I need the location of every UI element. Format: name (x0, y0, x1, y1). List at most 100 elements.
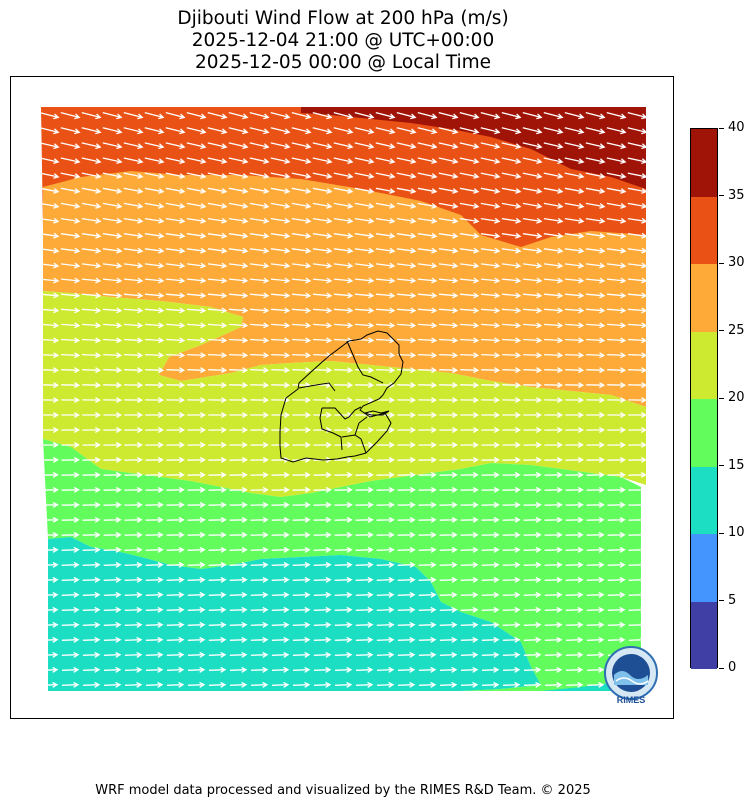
wind-arrow (166, 337, 186, 344)
wind-arrow (186, 262, 207, 269)
wind-arrow (354, 202, 375, 209)
wind-arrow (313, 606, 332, 613)
wind-arrow (439, 546, 458, 553)
wind-arrow (480, 111, 501, 120)
wind-arrow (397, 322, 417, 329)
wind-arrow (628, 576, 647, 583)
wind-arrow (61, 412, 81, 418)
wind-arrow (418, 322, 438, 329)
wind-arrow (502, 486, 521, 493)
wind-arrow (418, 397, 438, 403)
utc-time: 2025-12-04 21:00 @ UTC+00:00 (191, 30, 495, 51)
wind-arrow (606, 307, 627, 314)
wind-arrow (627, 172, 648, 179)
wind-arrow (60, 127, 81, 135)
wind-arrow (123, 277, 144, 284)
wind-arrow (376, 531, 395, 538)
wind-arrow (186, 157, 207, 165)
wind-arrow (229, 576, 248, 583)
wind-arrow (166, 427, 186, 433)
wind-arrow (397, 486, 416, 493)
wind-arrow (501, 232, 522, 239)
wind-arrow (397, 591, 416, 598)
wind-arrow (459, 172, 480, 179)
wind-arrow (291, 217, 312, 224)
wind-arrow (124, 606, 143, 613)
wind-arrow (81, 292, 102, 299)
wind-arrow (375, 142, 396, 150)
wind-arrow (334, 322, 354, 329)
wind-arrow (586, 621, 605, 628)
wind-arrow (334, 651, 353, 658)
wind-arrow (523, 412, 543, 418)
wind-arrow (40, 337, 60, 344)
wind-arrow (60, 307, 81, 314)
wind-arrow (82, 591, 101, 598)
wind-arrow (103, 621, 122, 628)
wind-arrow (165, 202, 186, 209)
wind-arrow (543, 157, 564, 165)
wind-arrow (333, 187, 354, 194)
wind-arrow (61, 471, 80, 478)
wind-arrow (208, 576, 227, 583)
wind-arrow (40, 681, 59, 688)
wind-arrow (145, 591, 164, 598)
wind-arrow (397, 456, 416, 463)
wind-arrow (166, 576, 185, 583)
wind-arrow (460, 516, 479, 523)
wind-arrow (82, 367, 102, 374)
wind-arrow (81, 217, 102, 224)
wind-arrow (228, 187, 249, 194)
wind-arrow (271, 516, 290, 523)
wind-arrow (627, 217, 648, 224)
wind-arrow (460, 427, 480, 433)
wind-arrow (61, 546, 80, 553)
wind-arrow (480, 202, 501, 209)
wind-arrow (502, 352, 522, 359)
wind-arrow (481, 501, 500, 508)
wind-arrow (186, 111, 207, 120)
wind-arrow (250, 606, 269, 613)
wind-arrow (82, 651, 101, 658)
wind-arrow (103, 412, 123, 418)
wind-arrow (439, 367, 459, 374)
wind-arrow (627, 277, 648, 284)
colorbar-tick-label: 15 (728, 457, 745, 473)
rimes-logo: RIMES (604, 646, 658, 705)
wind-arrow (586, 636, 605, 643)
wind-arrow (585, 127, 606, 135)
wind-arrow (208, 471, 227, 478)
wind-arrow (397, 427, 417, 433)
wind-arrow (82, 441, 101, 448)
wind-arrow (397, 621, 416, 628)
wind-arrow (439, 427, 459, 433)
wind-arrow (229, 337, 249, 344)
wind-arrow (334, 666, 353, 673)
wind-arrow (397, 531, 416, 538)
wind-arrow (501, 142, 522, 150)
wind-arrow (523, 367, 543, 374)
wind-arrow (585, 202, 606, 209)
wind-arrow (271, 561, 290, 568)
wind-arrow (376, 352, 396, 359)
wind-arrow (249, 217, 270, 224)
colorbar-tick-label: 10 (728, 525, 745, 540)
wind-arrow (60, 142, 81, 150)
wind-arrow (166, 666, 185, 673)
wind-arrow (103, 681, 122, 688)
wind-arrow (228, 292, 249, 299)
wind-arrow (438, 232, 459, 239)
wind-arrow (376, 621, 395, 628)
wind-arrow (166, 681, 185, 688)
wind-arrow (418, 636, 437, 643)
wind-arrow (250, 651, 269, 658)
wind-arrow (438, 277, 459, 284)
wind-arrow (249, 187, 270, 194)
wind-arrow (628, 636, 647, 643)
wind-arrow (502, 427, 522, 433)
wind-arrow (292, 516, 311, 523)
wind-arrow (418, 576, 437, 583)
wind-arrow (82, 382, 102, 389)
wind-arrow (249, 292, 270, 299)
wind-arrow (522, 202, 543, 209)
